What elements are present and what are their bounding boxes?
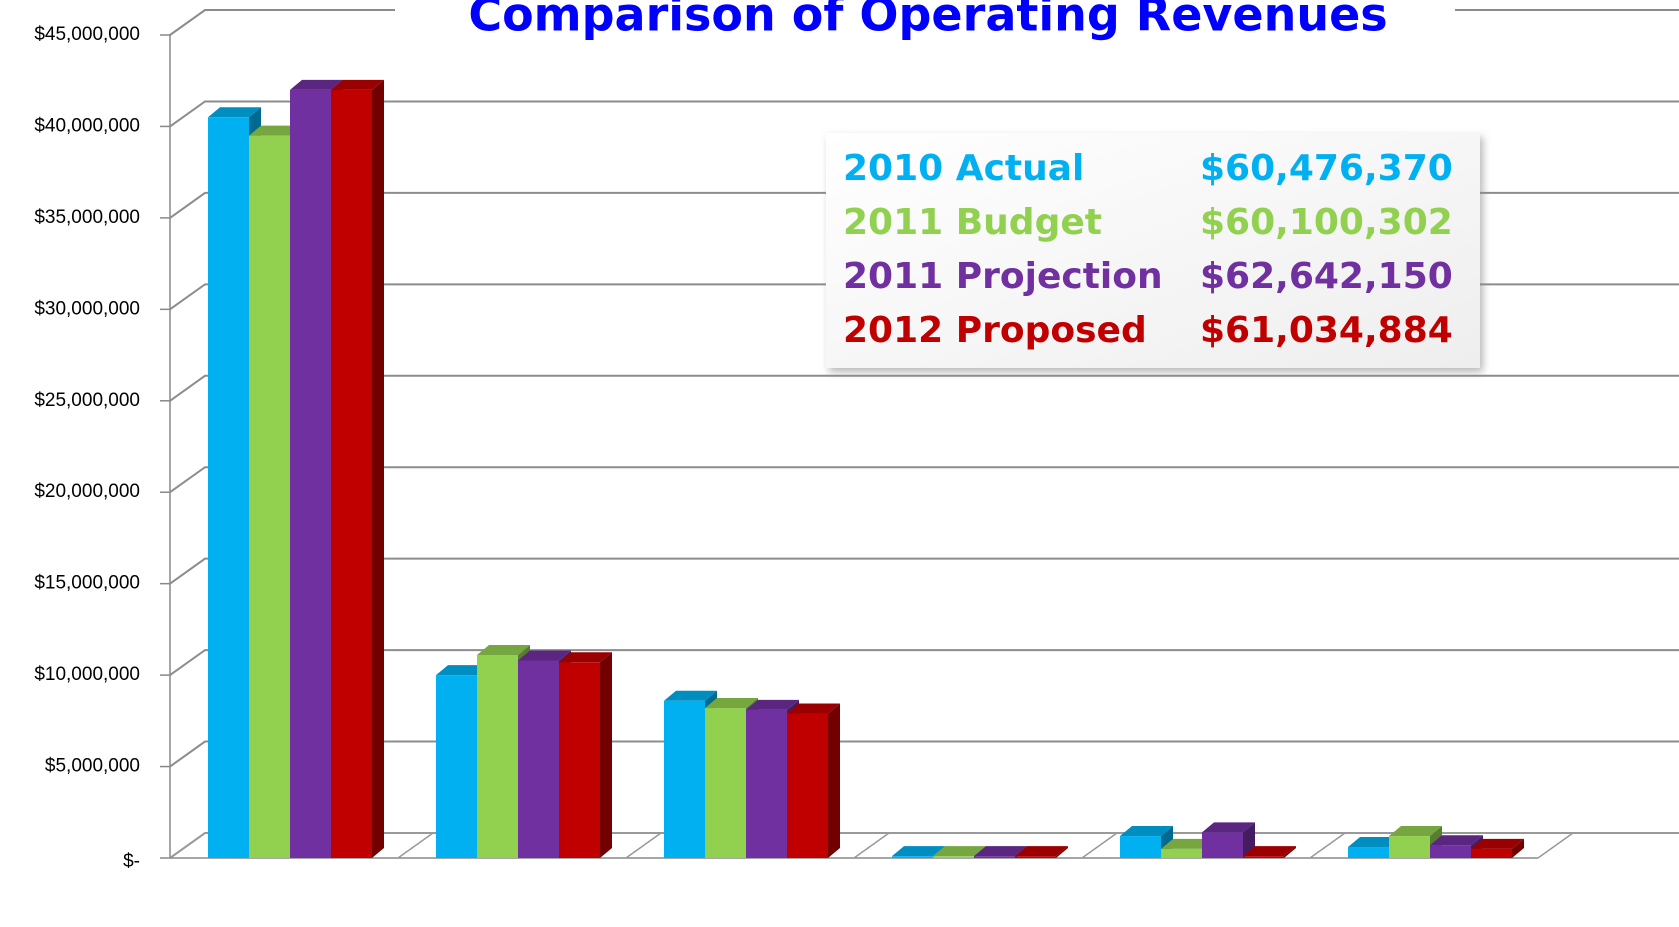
bar-front: [974, 856, 1015, 858]
bar-side: [1284, 846, 1296, 858]
y-tick-label: $35,000,000: [34, 207, 140, 228]
grid-line: [169, 832, 1679, 859]
y-tick-label: $45,000,000: [34, 24, 140, 45]
legend-total: $60,100,302: [1200, 202, 1453, 243]
legend-box: [826, 133, 1480, 368]
bars: [208, 79, 1524, 859]
bar-front: [208, 117, 249, 859]
bar-top: [518, 650, 571, 661]
bar-front: [1471, 848, 1512, 858]
y-tick-label: $40,000,000: [34, 115, 140, 136]
bar: [1202, 822, 1255, 858]
bar-top: [933, 846, 986, 857]
bar-top: [1389, 826, 1442, 837]
bar-front: [477, 654, 518, 858]
legend: 2010 Actual $60,476,370 2011 Budget $60,100…: [843, 148, 1453, 351]
title-background: [395, 0, 1455, 44]
bar-top: [208, 107, 261, 118]
bar-front: [249, 135, 290, 859]
bar-top: [249, 125, 302, 136]
legend-label: 2011 Budget: [843, 202, 1102, 243]
bar-front: [436, 675, 477, 858]
grid-line: [169, 100, 1679, 128]
bar-top: [1430, 835, 1483, 846]
legend-label: 2012 Proposed: [843, 310, 1147, 351]
bar-top: [787, 703, 840, 714]
bar-front: [746, 709, 787, 858]
bar-front: [1389, 836, 1430, 858]
bar-front: [933, 856, 974, 858]
x-tick: [1309, 832, 1346, 859]
bar-top: [705, 698, 758, 709]
bar-top: [664, 690, 717, 701]
bar-front: [559, 662, 600, 858]
bar-front: [1243, 856, 1284, 858]
bar-top: [1161, 838, 1214, 849]
y-tick-label: $15,000,000: [34, 573, 140, 594]
bar-front: [892, 856, 933, 858]
x-tick: [1081, 832, 1118, 859]
bar-front: [1348, 847, 1389, 858]
bar-top: [974, 846, 1027, 857]
bar-front: [1015, 856, 1056, 858]
bar-top: [436, 665, 489, 676]
x-tick: [625, 832, 662, 859]
bar-top: [1243, 846, 1296, 857]
bar-top: [1120, 826, 1173, 837]
bar-front: [787, 713, 828, 858]
bar-front: [705, 708, 746, 858]
y-tick-label: $30,000,000: [34, 298, 140, 319]
bar: [1015, 846, 1068, 858]
bar-front: [1430, 845, 1471, 858]
x-tick: [1537, 832, 1574, 859]
bar-side: [1512, 838, 1524, 858]
bar-top: [331, 79, 384, 90]
bar-front: [664, 700, 705, 858]
bar-top: [290, 79, 343, 90]
bar-front: [1202, 832, 1243, 858]
legend-total: $62,642,150: [1200, 256, 1453, 297]
bar: [787, 703, 840, 858]
bar: [331, 79, 384, 858]
grid-line: [169, 557, 1679, 585]
bar: [559, 652, 612, 858]
grid-line: [169, 466, 1679, 494]
bar-side: [372, 79, 384, 858]
legend-label: 2010 Actual: [843, 148, 1084, 189]
bar-side: [828, 703, 840, 858]
legend-total: $61,034,884: [1200, 310, 1453, 351]
bar-top: [892, 846, 945, 857]
bar-top: [746, 699, 799, 710]
y-tick-label: $25,000,000: [34, 390, 140, 411]
y-tick-label: $-: [123, 851, 140, 872]
y-tick-label: $20,000,000: [34, 481, 140, 502]
legend-total: $60,476,370: [1200, 148, 1453, 189]
bar-front: [1120, 836, 1161, 858]
x-tick: [853, 832, 890, 859]
grid-line: [169, 649, 1679, 676]
grid-line: [169, 740, 1679, 768]
y-tick-label: $5,000,000: [45, 756, 140, 777]
y-tick-label: $10,000,000: [34, 664, 140, 685]
bar-top: [1471, 838, 1524, 849]
chart-title: Comparison of Operating Revenues: [468, 0, 1387, 42]
legend-label: 2011 Projection: [843, 256, 1163, 297]
x-tick: [397, 832, 434, 859]
bar-front: [331, 89, 372, 858]
bar-top: [559, 652, 612, 663]
bar-front: [1161, 848, 1202, 858]
bar: [1243, 846, 1296, 858]
bar-top: [1348, 837, 1401, 848]
bar-front: [518, 660, 559, 858]
bar-top: [1202, 822, 1255, 833]
bar-top: [477, 644, 530, 655]
grid-line: [169, 374, 1679, 402]
bar-top: [1015, 846, 1068, 857]
bar-side: [1056, 846, 1068, 858]
bar: [1471, 838, 1524, 858]
bar-side: [600, 652, 612, 858]
bar-front: [290, 89, 331, 858]
